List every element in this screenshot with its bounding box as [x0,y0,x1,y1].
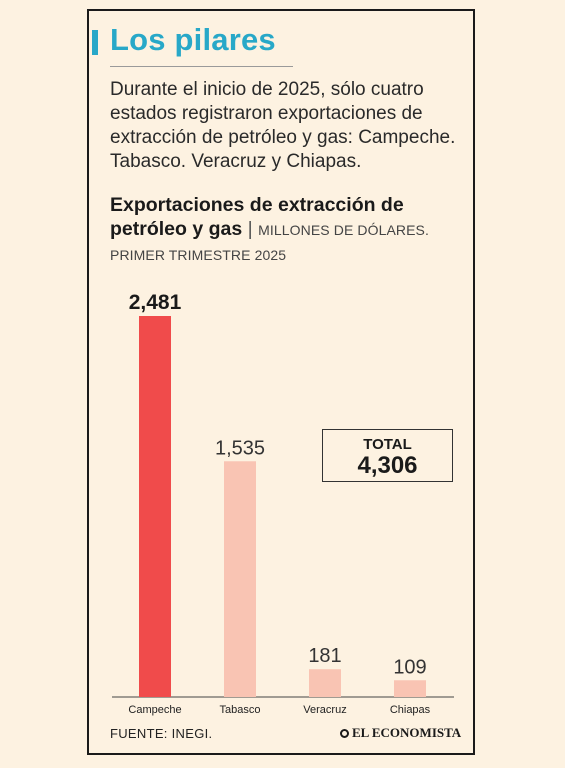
source-note: FUENTE: INEGI. [110,726,213,741]
total-label: TOTAL [363,436,412,453]
brand-mark-icon [340,728,349,738]
bar-veracruz [309,669,341,697]
value-label-tabasco: 1,535 [215,437,265,459]
category-label-veracruz: Veracruz [303,704,346,716]
category-label-chiapas: Chiapas [390,704,431,716]
intro-text: Durante el inicio de 2025, sólo cuatro e… [110,79,456,172]
brand-logo: EL ECONOMISTA [340,725,461,741]
bar-tabasco [224,461,256,697]
value-label-campeche: 2,481 [129,291,182,314]
headline: Los pilares [110,22,276,57]
total-value: 4,306 [357,452,418,479]
value-label-chiapas: 109 [393,656,426,678]
brand-name: EL ECONOMISTA [352,725,462,740]
bar-chiapas [394,680,426,697]
category-label-campeche: Campeche [128,704,181,716]
total-box: TOTAL 4,306 [322,429,453,482]
bar-campeche [139,316,171,697]
chart-subtitle: MILLONES DE DÓLARES. PRIMER TRIMESTRE 20… [110,222,429,263]
chart-title: Exportaciones de extracción de petróleo … [110,194,404,240]
title-separator: | [247,218,253,240]
title-accent-bar [92,30,98,55]
category-label-tabasco: Tabasco [220,704,261,716]
value-label-veracruz: 181 [308,645,341,667]
headline-rule [110,66,293,67]
chart-title-block: Exportaciones de extracción de petróleo … [110,193,465,267]
